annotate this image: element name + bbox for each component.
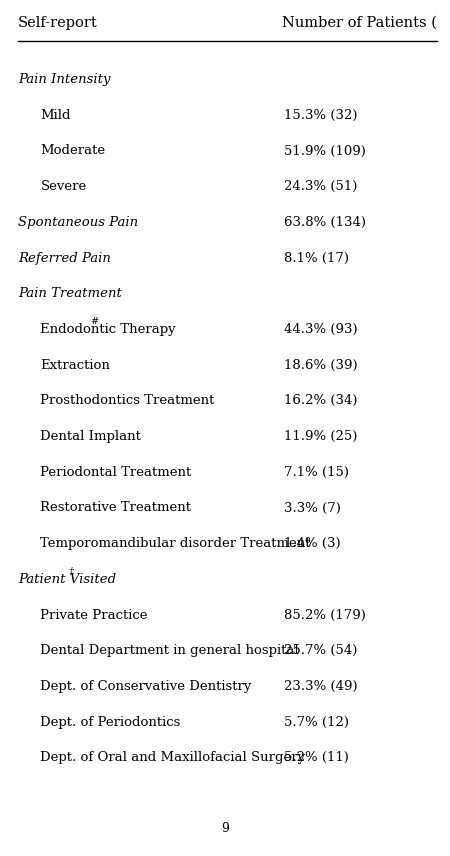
Text: Patient Visited: Patient Visited: [18, 573, 116, 586]
Text: Dept. of Conservative Dentistry: Dept. of Conservative Dentistry: [40, 680, 252, 693]
Text: Dept. of Oral and Maxillofacial Surgery: Dept. of Oral and Maxillofacial Surgery: [40, 752, 306, 764]
Text: Dental Department in general hospital: Dental Department in general hospital: [40, 645, 299, 657]
Text: 24.3% (51): 24.3% (51): [284, 180, 357, 193]
Text: Referred Pain: Referred Pain: [18, 252, 111, 265]
Text: 63.8% (134): 63.8% (134): [284, 216, 365, 229]
Text: Dental Implant: Dental Implant: [40, 430, 141, 443]
Text: †: †: [68, 567, 73, 576]
Text: Prosthodontics Treatment: Prosthodontics Treatment: [40, 395, 215, 407]
Text: 51.9% (109): 51.9% (109): [284, 145, 365, 158]
Text: Periodontal Treatment: Periodontal Treatment: [40, 466, 192, 479]
Text: #: #: [91, 317, 99, 326]
Text: 5.7% (12): 5.7% (12): [284, 716, 348, 728]
Text: Private Practice: Private Practice: [40, 609, 148, 621]
Text: 1.4% (3): 1.4% (3): [284, 538, 340, 550]
Text: 7.1% (15): 7.1% (15): [284, 466, 348, 479]
Text: Spontaneous Pain: Spontaneous Pain: [18, 216, 138, 229]
Text: 9: 9: [221, 822, 229, 835]
Text: Self-report: Self-report: [18, 16, 98, 30]
Text: Pain Treatment: Pain Treatment: [18, 288, 122, 300]
Text: Endodontic Therapy: Endodontic Therapy: [40, 323, 176, 336]
Text: 23.3% (49): 23.3% (49): [284, 680, 357, 693]
Text: 18.6% (39): 18.6% (39): [284, 359, 357, 372]
Text: 11.9% (25): 11.9% (25): [284, 430, 357, 443]
Text: Number of Patients (: Number of Patients (: [282, 16, 436, 30]
Text: Temporomandibular disorder Treatment: Temporomandibular disorder Treatment: [40, 538, 311, 550]
Text: Extraction: Extraction: [40, 359, 110, 372]
Text: Mild: Mild: [40, 109, 71, 122]
Text: 5.2% (11): 5.2% (11): [284, 752, 348, 764]
Text: 16.2% (34): 16.2% (34): [284, 395, 357, 407]
Text: 44.3% (93): 44.3% (93): [284, 323, 357, 336]
Text: Dept. of Periodontics: Dept. of Periodontics: [40, 716, 181, 728]
Text: 15.3% (32): 15.3% (32): [284, 109, 357, 122]
Text: Severe: Severe: [40, 180, 87, 193]
Text: 3.3% (7): 3.3% (7): [284, 502, 340, 514]
Text: Pain Intensity: Pain Intensity: [18, 73, 111, 86]
Text: 8.1% (17): 8.1% (17): [284, 252, 348, 265]
Text: Moderate: Moderate: [40, 145, 106, 158]
Text: 25.7% (54): 25.7% (54): [284, 645, 357, 657]
Text: 85.2% (179): 85.2% (179): [284, 609, 365, 621]
Text: Restorative Treatment: Restorative Treatment: [40, 502, 192, 514]
